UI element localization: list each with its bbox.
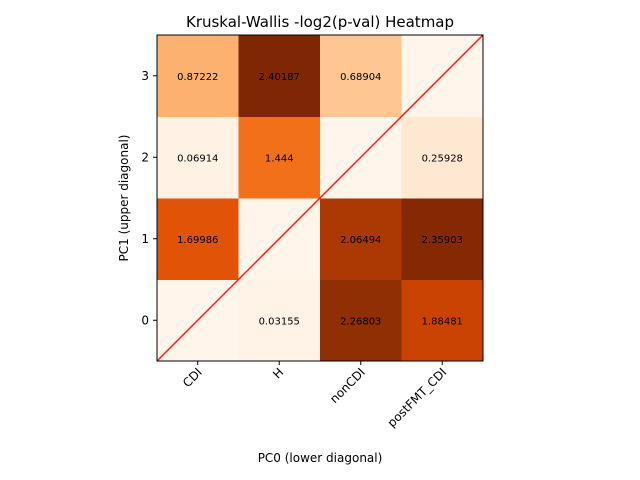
heatmap-cell <box>157 35 239 117</box>
y-tick-label: 0 <box>141 313 149 327</box>
cell-value-label: 0.68904 <box>340 72 381 83</box>
cell-value-label: 1.88481 <box>422 316 463 327</box>
x-tick-label: postFMT_CDI <box>385 365 450 430</box>
cell-value-label: 1.69986 <box>177 235 218 246</box>
cell-value-label: 2.35903 <box>422 235 463 246</box>
cell-value-label: 0.87222 <box>177 72 218 83</box>
x-tick-label: nonCDI <box>327 365 368 406</box>
heatmap-cells <box>157 35 484 362</box>
heatmap-cell <box>238 35 321 117</box>
heatmap-cell <box>157 198 239 280</box>
y-tick-label: 1 <box>141 232 149 246</box>
cell-value-label: 0.03155 <box>259 316 300 327</box>
cell-value-label: 0.06914 <box>177 153 218 164</box>
heatmap-cell <box>320 198 402 280</box>
cell-value-label: 0.25928 <box>422 153 463 164</box>
y-tick-label: 2 <box>141 150 149 164</box>
heatmap-cell <box>157 116 239 199</box>
heatmap-cell <box>401 279 484 362</box>
plot-frame <box>156 34 484 362</box>
cell-value-label: 2.26803 <box>340 316 381 327</box>
heatmap-cell <box>238 116 321 199</box>
heatmap-cell <box>320 35 402 117</box>
y-axis-ticks: 0 1 2 3 <box>141 69 157 327</box>
cell-value-label: 2.06494 <box>340 235 381 246</box>
cell-value-label: 2.40187 <box>259 72 300 83</box>
x-tick-label: CDI <box>180 365 205 390</box>
heatmap-cell <box>401 198 484 280</box>
chart-title: Kruskal-Wallis -log2(p-val) Heatmap <box>186 13 454 31</box>
cell-value-label: 1.444 <box>265 153 294 164</box>
x-axis-label: PC0 (lower diagonal) <box>258 451 383 465</box>
heatmap-cell <box>238 279 321 362</box>
heatmap-cell <box>401 116 484 199</box>
x-tick-label: H <box>270 365 286 381</box>
y-tick-label: 3 <box>141 69 149 83</box>
heatmap-cell-labels: 0.03155 2.26803 1.88481 1.69986 2.06494 2.359… <box>177 72 463 328</box>
diagonal-line <box>156 34 484 362</box>
heatmap-cell <box>320 279 402 362</box>
y-axis-label: PC1 (upper diagonal) <box>117 135 131 262</box>
